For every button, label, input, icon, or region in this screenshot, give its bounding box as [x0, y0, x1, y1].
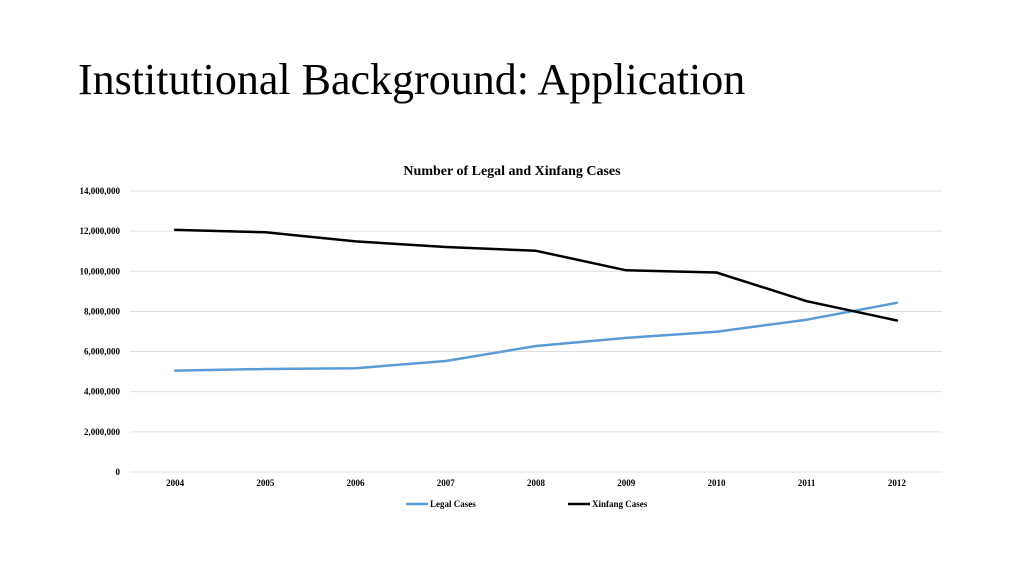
x-tick-label: 2012: [888, 478, 907, 488]
x-tick-label: 2009: [617, 478, 636, 488]
x-tick-label: 2011: [798, 478, 816, 488]
legend-label-legal-cases: Legal Cases: [430, 499, 476, 509]
y-tick-label: 0: [116, 467, 121, 477]
y-tick-label: 2,000,000: [84, 427, 121, 437]
x-tick-label: 2007: [437, 478, 456, 488]
y-tick-label: 8,000,000: [84, 306, 121, 316]
legend: Legal Cases Xinfang Cases: [406, 499, 648, 509]
y-tick-label: 4,000,000: [84, 387, 121, 397]
y-tick-label: 6,000,000: [84, 347, 121, 357]
series-line-legal-cases: [173, 301, 899, 372]
y-tick-label: 14,000,000: [80, 186, 121, 196]
x-tick-label: 2006: [347, 478, 366, 488]
x-tick-label: 2008: [527, 478, 546, 488]
x-tick-label: 2005: [256, 478, 275, 488]
series-line-xinfang-cases: [173, 228, 899, 322]
chart-title: Number of Legal and Xinfang Cases: [403, 164, 621, 179]
x-tick-label: 2004: [166, 478, 185, 488]
y-axis-ticks: 0 2,000,000 4,000,000 6,000,000 8,000,000 10,…: [80, 186, 121, 477]
y-tick-label: 12,000,000: [80, 226, 121, 236]
gridlines: [130, 190, 942, 473]
slide-title: Institutional Background: Application: [78, 55, 746, 104]
y-tick-label: 10,000,000: [80, 266, 121, 276]
x-tick-label: 2010: [707, 478, 726, 488]
series-lines: [173, 228, 899, 372]
legend-label-xinfang-cases: Xinfang Cases: [592, 499, 648, 509]
x-axis-ticks: 2004 2005 2006 2007 2008 2009 2010 2011 2012: [166, 478, 906, 488]
